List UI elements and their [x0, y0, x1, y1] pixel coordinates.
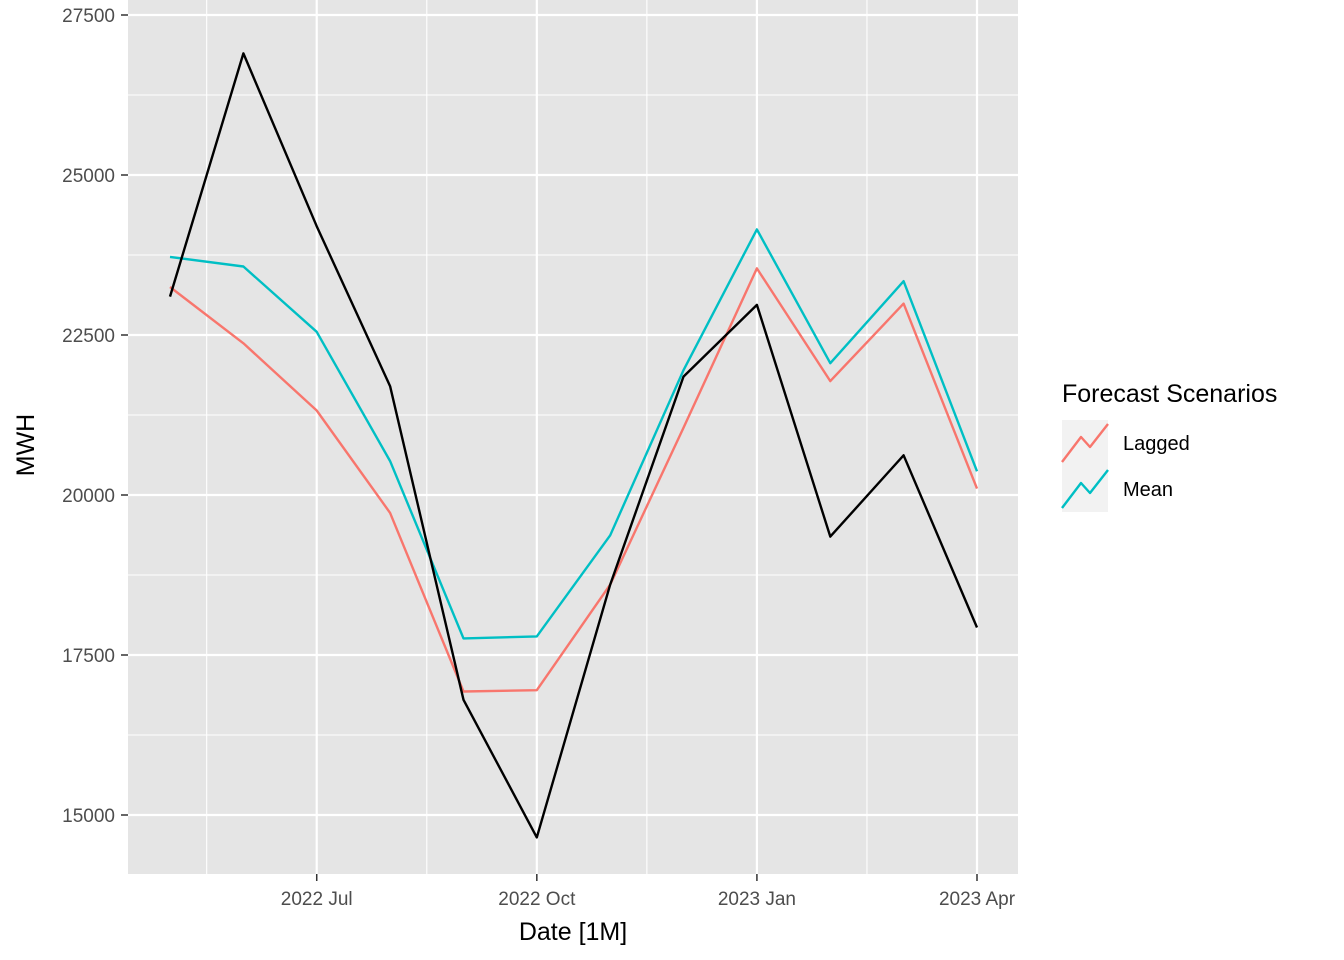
legend-items: Lagged Mean	[1061, 420, 1190, 512]
y-tick-label: 22500	[62, 326, 115, 347]
x-axis-title: Date [1M]	[519, 918, 627, 946]
x-tick-label: 2023 Jan	[718, 889, 796, 910]
legend-label-lagged: Lagged	[1123, 433, 1190, 455]
legend-key-mean	[1061, 466, 1109, 512]
major-grid	[128, 0, 1018, 874]
y-tick-label: 27500	[62, 6, 115, 27]
series-line-lagged	[169, 267, 979, 693]
y-axis-title: MWH	[12, 414, 40, 476]
series-lines	[168, 52, 979, 839]
minor-grid	[128, 0, 1018, 874]
legend-label-mean: Mean	[1123, 479, 1173, 501]
series-line-mean	[169, 228, 979, 640]
legend-key-lagged	[1061, 420, 1109, 466]
series-line-actual	[168, 52, 979, 839]
y-tick-label: 17500	[62, 646, 115, 667]
legend-title: Forecast Scenarios	[1062, 380, 1277, 408]
legend: Forecast Scenarios Lagged Mean	[1061, 380, 1277, 512]
x-tick-label: 2022 Jul	[281, 889, 353, 910]
y-axis: 15000 17500 20000 22500 25000 27500	[62, 6, 128, 827]
plot-panel	[128, 0, 1018, 874]
y-tick-label: 15000	[62, 806, 115, 827]
y-tick-label: 25000	[62, 166, 115, 187]
x-tick-label: 2022 Oct	[498, 889, 576, 910]
y-tick-label: 20000	[62, 486, 115, 507]
x-axis: 2022 Jul 2022 Oct 2023 Jan 2023 Apr	[281, 874, 1016, 910]
x-tick-label: 2023 Apr	[939, 889, 1016, 910]
